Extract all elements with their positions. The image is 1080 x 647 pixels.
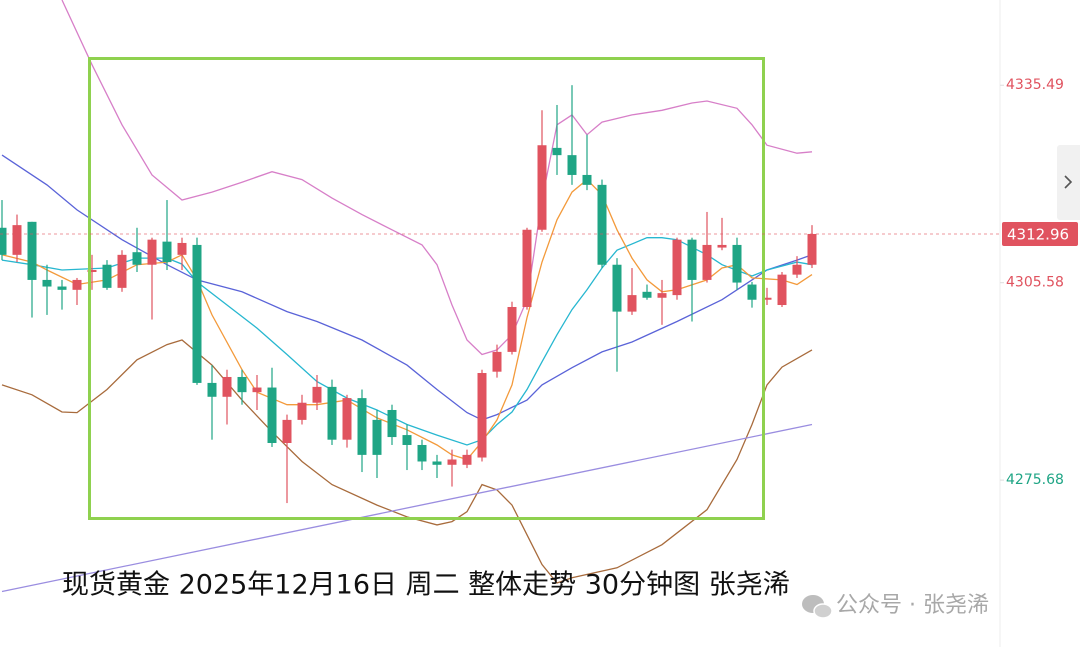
candle-body [702, 244, 712, 280]
candle-body [87, 270, 97, 273]
expand-button-bg[interactable] [1057, 145, 1080, 220]
candle-body [132, 252, 142, 265]
candle-body [267, 387, 277, 443]
candle-body [372, 419, 382, 455]
candle-body [612, 264, 622, 312]
candle-body [717, 244, 727, 248]
candle-body [387, 409, 397, 438]
indicator-line [61, 0, 813, 356]
candle-body [57, 286, 67, 290]
candle-body [42, 279, 52, 287]
candle-body [312, 386, 322, 403]
candle-body [567, 155, 577, 175]
candle-body [282, 419, 292, 443]
candle-body [552, 147, 562, 156]
candle-body [447, 459, 457, 465]
candle-body [627, 295, 637, 312]
candle-body [642, 291, 652, 298]
candle-body [207, 382, 217, 397]
candle-body [237, 376, 247, 393]
y-tick-label: 4335.49 [1006, 77, 1064, 93]
candle-body [357, 398, 367, 455]
candle-body [657, 293, 667, 298]
candle-body [537, 145, 547, 230]
candle-body [432, 461, 442, 465]
candle-body [147, 239, 157, 265]
candle-body [102, 264, 112, 288]
watermark-icon [802, 595, 833, 619]
candle-body [477, 373, 487, 458]
candle-body [27, 221, 37, 280]
chart-title: 现货黄金 2025年12月16日 周二 整体走势 30分钟图 张尧浠 [62, 570, 790, 601]
indicator-line [1, 423, 813, 593]
candle-body [342, 398, 352, 440]
plot-area [0, 0, 817, 593]
candle-body [732, 244, 742, 283]
candle-body [72, 279, 82, 290]
candle-body [192, 244, 202, 383]
candle-body [462, 454, 472, 465]
candle-body [12, 225, 22, 255]
range-box [88, 57, 765, 520]
watermark: 公众号 · 张尧浠 [836, 593, 989, 618]
candle-body [777, 274, 787, 306]
candle-body [0, 227, 7, 255]
candle-body [327, 386, 337, 440]
candle-body [807, 233, 817, 265]
candle-body [747, 284, 757, 300]
chevron-icon[interactable] [1064, 175, 1073, 189]
candle-body [297, 402, 307, 420]
last-price-box [1002, 221, 1078, 246]
candle-body [177, 242, 187, 255]
y-tick-label: 4305.58 [1006, 275, 1064, 291]
candle-body [252, 387, 262, 393]
last-price-label: 4312.96 [1007, 225, 1069, 243]
candle-body [672, 239, 682, 296]
indicator-line [1, 339, 813, 584]
candle-body [417, 444, 427, 462]
candle-body [117, 254, 127, 288]
indicator-line [1, 237, 813, 446]
candle-body [687, 239, 697, 280]
candle-body [222, 376, 232, 397]
candle-body [492, 351, 502, 372]
indicator-line [1, 154, 813, 421]
candle-body [522, 229, 532, 307]
candle-body [792, 264, 802, 275]
expand-button[interactable] [1057, 145, 1080, 220]
candle-body [762, 297, 772, 300]
candle-body [597, 184, 607, 265]
candle-body [402, 435, 412, 445]
candle-body [162, 241, 172, 263]
candle-body [507, 306, 517, 352]
y-tick-label: 4275.68 [1006, 472, 1064, 488]
candle-body [582, 174, 592, 185]
